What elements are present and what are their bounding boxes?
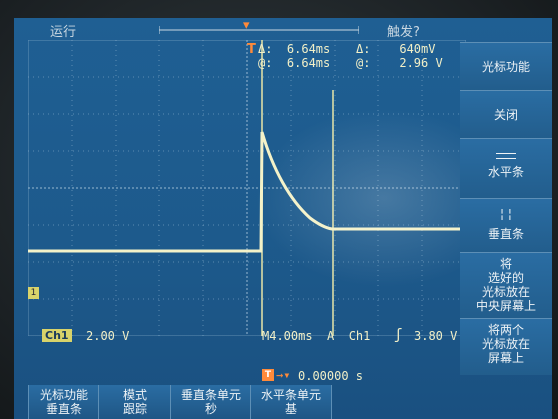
run-state: 运行	[50, 25, 77, 40]
center-cursor-line1: 将	[499, 257, 512, 271]
cursor-delta-volt: Δ: 640mV	[356, 42, 436, 56]
cursor-at-volt: @: 2.96 V	[356, 56, 443, 70]
oscilloscope-screen: 运行 ▾ 触发?	[14, 18, 552, 419]
horizontal-bars-icon	[460, 139, 552, 159]
waveform-trace	[28, 131, 466, 253]
mode-line2: 跟踪	[122, 402, 147, 416]
horizontal-unit-line1: 水平条单元	[260, 388, 321, 402]
both-cursors-line1: 将两个	[487, 323, 524, 337]
center-cursor-button[interactable]: 将 选好的 光标放在 中央屏幕上	[460, 252, 552, 319]
rising-edge-icon: ʃ	[394, 327, 403, 343]
vertical-unit-line2: 秒	[204, 402, 217, 416]
cursor-function-button[interactable]: 光标功能 垂直条	[28, 385, 99, 419]
vertical-bars-button[interactable]: ¦ ¦ 垂直条	[460, 198, 552, 253]
trigger-position-badge-icon: T	[262, 369, 274, 381]
both-cursors-line2: 光标放在	[481, 337, 530, 351]
cursor-function-line1: 光标功能	[39, 388, 88, 402]
horizontal-bars-label: 水平条	[487, 165, 524, 179]
horizontal-bars-button[interactable]: 水平条	[460, 138, 552, 199]
waveform-graticule	[28, 40, 466, 336]
trigger-position-readout: 0.00000 s	[298, 369, 364, 383]
mode-line1: 模式	[122, 388, 147, 402]
cursor-off-button[interactable]: 关闭	[460, 90, 552, 139]
channel-badge: Ch1	[42, 329, 72, 342]
cursor-delta-time: Δ: 6.64ms	[258, 42, 331, 56]
trigger-level-readout: 3.80 V	[414, 329, 458, 343]
trigger-status: 触发?	[387, 25, 420, 40]
vertical-bars-icon: ¦ ¦	[500, 207, 512, 221]
mode-button[interactable]: 模式 跟踪	[98, 385, 171, 419]
horizontal-unit-button[interactable]: 水平条单元 基	[250, 385, 332, 419]
channel-ground-marker-icon: 1	[28, 287, 39, 299]
side-menu-title: 光标功能	[460, 42, 552, 91]
trigger-position-arrow-icon: →▾	[276, 368, 291, 382]
vertical-unit-button[interactable]: 垂直条单元 秒	[170, 385, 251, 419]
both-cursors-button[interactable]: 将两个 光标放在 屏幕上	[460, 318, 552, 375]
status-bar: 运行 ▾ 触发?	[14, 18, 466, 40]
trigger-marker-icon: ▾	[243, 18, 250, 33]
cursor-function-line2: 垂直条	[45, 402, 82, 416]
center-cursor-line3: 光标放在	[481, 285, 530, 299]
channel-scale: 2.00 V	[86, 329, 130, 343]
vertical-bars-label: 垂直条	[487, 227, 524, 241]
center-cursor-line2: 选好的	[487, 271, 524, 285]
center-cursor-line4: 中央屏幕上	[475, 299, 536, 313]
trigger-t-badge-icon: T	[247, 42, 256, 57]
horizontal-unit-line2: 基	[284, 402, 297, 416]
timebase-readout: M4.00ms A Ch1	[262, 329, 371, 343]
vertical-unit-line1: 垂直条单元	[180, 388, 241, 402]
record-bar-icon	[159, 26, 359, 34]
both-cursors-line3: 屏幕上	[487, 351, 524, 365]
cursor-at-time: @: 6.64ms	[258, 56, 331, 70]
